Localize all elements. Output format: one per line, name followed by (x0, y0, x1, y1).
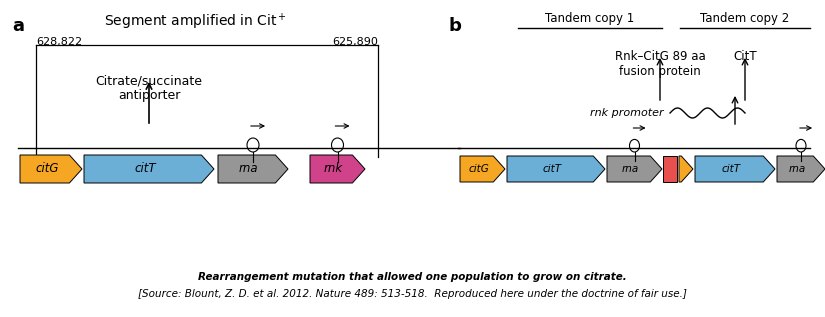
Text: Rearrangement mutation that allowed one population to grow on citrate.: Rearrangement mutation that allowed one … (198, 272, 626, 282)
Polygon shape (20, 155, 82, 183)
Polygon shape (507, 156, 605, 182)
Text: 628,822: 628,822 (36, 37, 82, 47)
Text: citT: citT (134, 163, 156, 176)
Text: b: b (448, 17, 461, 35)
Text: citG: citG (469, 164, 489, 174)
Text: CitT: CitT (733, 50, 757, 63)
Text: rna: rna (622, 164, 639, 174)
Text: citG: citG (35, 163, 59, 176)
Text: citT: citT (722, 164, 741, 174)
Text: rnk promoter: rnk promoter (590, 108, 663, 118)
Text: citT: citT (543, 164, 562, 174)
Polygon shape (777, 156, 825, 182)
Polygon shape (460, 156, 505, 182)
Polygon shape (607, 156, 662, 182)
Text: rna: rna (789, 164, 806, 174)
Text: 625,890: 625,890 (332, 37, 378, 47)
Text: rna: rna (239, 163, 258, 176)
Text: Rnk–CitG 89 aa
fusion protein: Rnk–CitG 89 aa fusion protein (615, 50, 705, 78)
Text: [Source: Blount, Z. D. et al. 2012. Nature 489: 513-518.  Reproduced here under : [Source: Blount, Z. D. et al. 2012. Natu… (138, 289, 686, 299)
Text: Segment amplified in Cit$^+$: Segment amplified in Cit$^+$ (103, 12, 286, 32)
Polygon shape (695, 156, 775, 182)
Text: Tandem copy 2: Tandem copy 2 (700, 12, 790, 25)
Text: rnk: rnk (323, 163, 343, 176)
Polygon shape (84, 155, 214, 183)
Text: a: a (12, 17, 24, 35)
Polygon shape (218, 155, 288, 183)
Polygon shape (679, 156, 693, 182)
Text: Tandem copy 1: Tandem copy 1 (545, 12, 634, 25)
Polygon shape (663, 156, 677, 182)
Polygon shape (310, 155, 365, 183)
Text: Citrate/succinate
antiporter: Citrate/succinate antiporter (96, 74, 202, 102)
